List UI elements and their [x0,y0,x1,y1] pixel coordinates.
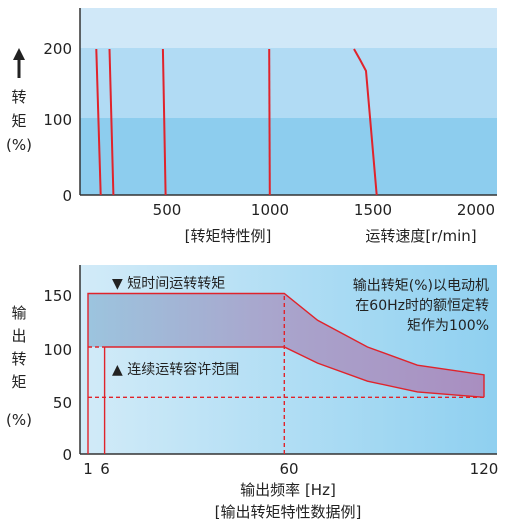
chart2-caption: [输出转矩特性数据例] [215,503,362,521]
chart2-xtick-60: 60 [279,460,298,478]
note-line-2: 在60Hz时的额恒定转 [355,298,489,314]
torque-speed-chart: 200 100 0 500 1000 1500 2000 转 矩 (%) [转矩… [6,8,497,245]
chart1-xtick-1500: 1500 [354,201,392,219]
chart2-ylabel-char-4: 矩 [11,373,26,391]
short-time-torque-region [88,293,484,398]
chart2-xtick-120: 120 [470,460,499,478]
torque-curve-3 [161,48,167,196]
chart2-xlabel: 输出频率 [Hz] [240,481,336,499]
chart2-ytick-150: 150 [43,287,72,305]
chart2-ytick-50: 50 [53,394,72,412]
chart2-ytick-100: 100 [43,341,72,359]
torque-curve-2 [108,48,115,196]
chart2-ylabel-char-3: 转 [11,350,26,368]
chart1-xtick-1000: 1000 [251,201,289,219]
chart2-ytick-0: 0 [62,446,72,464]
output-torque-frequency-chart: 150 100 50 0 1 6 60 120 输 出 转 矩 (%) ▼ 短时… [6,265,498,521]
note-line-3: 矩作为100% [407,318,489,334]
note-line-1: 输出转矩(%)以电动机 [353,278,489,294]
chart1-xtick-500: 500 [153,201,182,219]
chart2-xtick-1: 1 [83,460,93,478]
chart1-band-mid [80,48,497,118]
chart1-xlabel: 运转速度[r/min] [365,227,476,245]
chart1-xtick-2000: 2000 [457,201,495,219]
chart1-caption: [转矩特性例] [185,227,272,245]
chart2-ylabel-char-2: 出 [11,327,26,345]
chart1-ytick-200: 200 [43,40,72,58]
arrow-up-icon [13,48,25,78]
chart2-xtick-6: 6 [100,460,110,478]
chart1-ylabel-char-1: 转 [11,88,26,106]
torque-curve-4 [268,48,271,196]
chart1-band-low [80,118,497,195]
chart1-ylabel-unit: (%) [6,136,32,154]
chart1-ytick-0: 0 [62,187,72,205]
chart2-ylabel-unit: (%) [6,411,32,429]
continuous-limit-line [104,346,485,398]
short-time-limit-line [87,292,485,454]
chart2-ylabel-char-1: 输 [11,304,26,322]
continuous-range-label: ▲ 连续运转容许范围 [112,361,239,378]
short-time-torque-label: ▼ 短时间运转转矩 [112,276,225,292]
chart1-ylabel-char-2: 矩 [11,112,26,130]
torque-curve-1 [95,48,102,196]
chart1-band-top [80,8,497,48]
torque-curve-5 [353,48,378,196]
chart1-ytick-100: 100 [43,111,72,129]
chart1-curves [95,48,378,196]
